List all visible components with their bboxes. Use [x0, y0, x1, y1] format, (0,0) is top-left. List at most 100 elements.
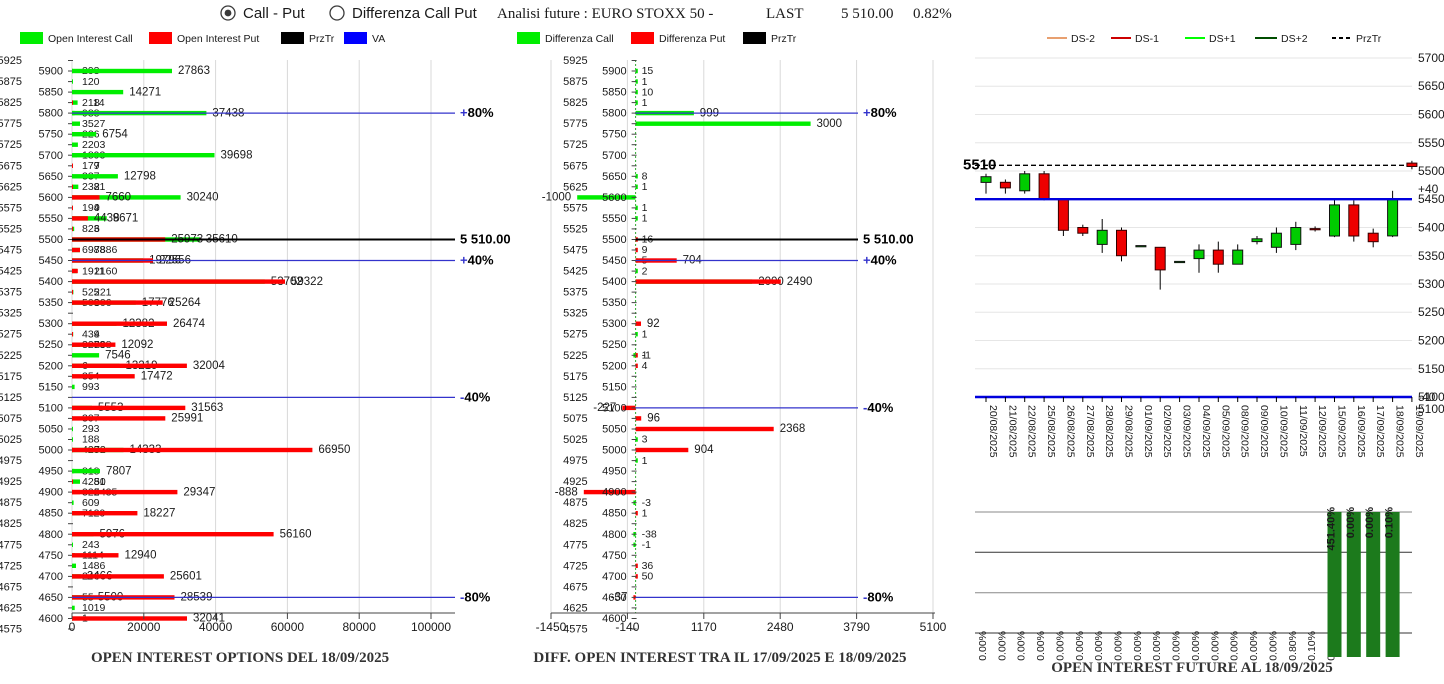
svg-text:5025: 5025	[563, 434, 587, 446]
svg-text:0.00%: 0.00%	[1132, 631, 1144, 661]
svg-text:5125: 5125	[0, 392, 22, 404]
svg-text:5900: 5900	[39, 66, 63, 78]
svg-text:5350: 5350	[602, 297, 626, 309]
svg-text:30240: 30240	[187, 192, 219, 204]
svg-text:5400: 5400	[39, 276, 63, 288]
svg-text:4650: 4650	[602, 592, 626, 604]
svg-text:4725: 4725	[563, 560, 587, 572]
svg-text:120: 120	[82, 76, 100, 88]
svg-text:DS-1: DS-1	[1135, 33, 1159, 45]
svg-text:5625: 5625	[0, 181, 22, 193]
svg-text:5750: 5750	[602, 129, 626, 141]
svg-text:6754: 6754	[102, 128, 128, 140]
svg-text:5 510.00: 5 510.00	[863, 232, 914, 247]
svg-text:4975: 4975	[0, 455, 22, 467]
svg-text:5800: 5800	[39, 108, 63, 120]
svg-text:5650: 5650	[1418, 79, 1444, 93]
svg-text:0.00%: 0.00%	[1171, 631, 1183, 661]
svg-text:5875: 5875	[563, 76, 587, 88]
svg-text:5250: 5250	[39, 339, 63, 351]
svg-text:4825: 4825	[563, 518, 587, 530]
svg-text:1170: 1170	[691, 620, 717, 634]
svg-text:904: 904	[694, 444, 714, 456]
svg-text:2480: 2480	[767, 620, 794, 634]
svg-text:03/09/2025: 03/09/2025	[1181, 405, 1193, 458]
svg-text:4850: 4850	[602, 508, 626, 520]
svg-text:5250: 5250	[1418, 305, 1444, 319]
svg-text:6: 6	[94, 223, 100, 235]
svg-text:4950: 4950	[602, 466, 626, 478]
svg-text:-140: -140	[615, 620, 639, 634]
svg-text:5400: 5400	[1418, 221, 1444, 235]
svg-text:5800: 5800	[602, 108, 626, 120]
svg-text:59322: 59322	[291, 276, 323, 288]
svg-text:4900: 4900	[602, 487, 626, 499]
svg-text:4: 4	[642, 360, 648, 372]
svg-text:5175: 5175	[0, 371, 22, 383]
svg-text:25/08/2025: 25/08/2025	[1045, 405, 1057, 458]
svg-text:5510: 5510	[963, 156, 996, 173]
svg-text:4900: 4900	[39, 487, 63, 499]
svg-text:17472: 17472	[141, 371, 173, 383]
svg-text:5200: 5200	[39, 360, 63, 372]
svg-text:0.00%: 0.00%	[1054, 631, 1066, 661]
svg-text:27/08/2025: 27/08/2025	[1084, 405, 1096, 458]
svg-text:80000: 80000	[343, 620, 377, 634]
svg-text:5500: 5500	[602, 234, 626, 246]
svg-text:7660: 7660	[106, 192, 132, 204]
svg-text:4925: 4925	[563, 476, 587, 488]
svg-text:32004: 32004	[193, 360, 226, 372]
svg-text:5475: 5475	[0, 245, 22, 257]
svg-text:40000: 40000	[199, 620, 233, 634]
svg-text:0.00%: 0.00%	[1113, 631, 1125, 661]
svg-text:5900: 5900	[602, 66, 626, 78]
svg-text:1: 1	[642, 181, 648, 193]
svg-text:0.00%: 0.00%	[1248, 631, 1260, 661]
svg-text:5325: 5325	[563, 308, 587, 320]
svg-text:5075: 5075	[0, 413, 22, 425]
svg-text:4950: 4950	[39, 466, 63, 478]
svg-text:5550: 5550	[602, 213, 626, 225]
svg-text:Open Interest Put: Open Interest Put	[177, 33, 259, 45]
svg-text:5600: 5600	[602, 192, 626, 204]
svg-text:5400: 5400	[602, 276, 626, 288]
svg-text:27863: 27863	[178, 65, 210, 77]
svg-text:12940: 12940	[125, 550, 157, 562]
svg-text:5825: 5825	[0, 97, 22, 109]
svg-text:2160: 2160	[94, 265, 118, 277]
svg-text:50: 50	[642, 571, 654, 583]
svg-text:4700: 4700	[39, 571, 63, 583]
svg-text:+80%: +80%	[460, 105, 494, 120]
svg-text:5100: 5100	[39, 402, 63, 414]
svg-text:5000: 5000	[602, 445, 626, 457]
svg-text:0.00%: 0.00%	[1016, 631, 1028, 661]
svg-text:5700: 5700	[1418, 51, 1444, 65]
svg-text:0.80%: 0.80%	[1287, 631, 1299, 661]
svg-text:0: 0	[69, 620, 76, 634]
svg-text:5875: 5875	[0, 76, 22, 88]
svg-text:Open Interest Call: Open Interest Call	[48, 33, 133, 45]
svg-text:0.00%: 0.00%	[1093, 631, 1105, 661]
svg-text:-80%: -80%	[460, 589, 491, 604]
svg-text:5600: 5600	[39, 192, 63, 204]
svg-text:5650: 5650	[602, 171, 626, 183]
svg-text:5450: 5450	[39, 255, 63, 267]
svg-text:01/09/2025: 01/09/2025	[1142, 405, 1154, 458]
svg-text:4750: 4750	[602, 550, 626, 562]
svg-text:4775: 4775	[563, 539, 587, 551]
svg-text:5475: 5475	[563, 245, 587, 257]
svg-text:4675: 4675	[563, 581, 587, 593]
svg-text:0.00%: 0.00%	[1209, 631, 1221, 661]
svg-text:DS+2: DS+2	[1281, 33, 1308, 45]
svg-text:3: 3	[642, 434, 648, 446]
svg-text:4600: 4600	[39, 613, 63, 625]
svg-text:4675: 4675	[0, 581, 22, 593]
svg-text:PrzTr: PrzTr	[309, 33, 335, 45]
svg-text:5550: 5550	[1418, 136, 1444, 150]
svg-text:5275: 5275	[563, 329, 587, 341]
svg-text:Analisi future : EURO STOXX 50: Analisi future : EURO STOXX 50 -	[497, 6, 713, 22]
svg-text:29/08/2025: 29/08/2025	[1123, 405, 1135, 458]
svg-text:5425: 5425	[0, 266, 22, 278]
svg-text:5150: 5150	[1418, 362, 1444, 376]
svg-text:5850: 5850	[602, 87, 626, 99]
